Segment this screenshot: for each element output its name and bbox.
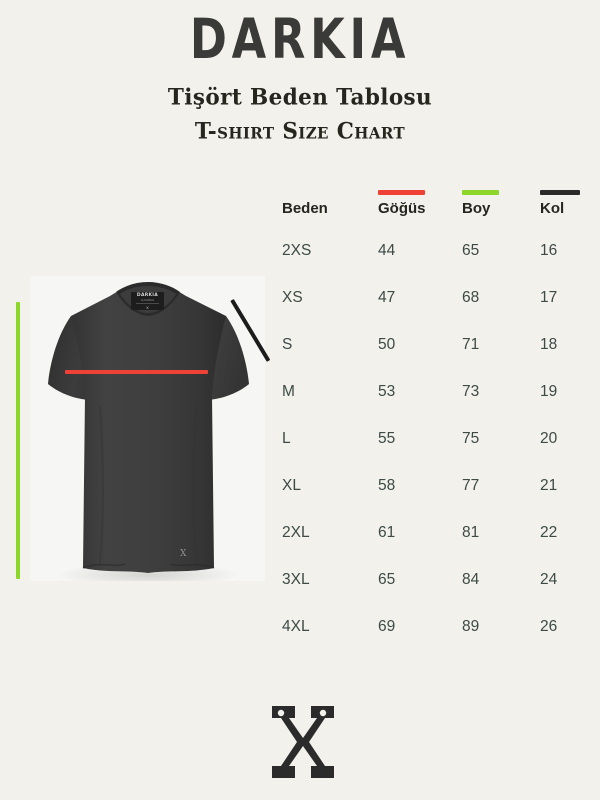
x-monogram-icon bbox=[272, 706, 334, 778]
cell-size: L bbox=[282, 430, 291, 447]
table-header-row: Beden Göğüs Boy Kol bbox=[282, 200, 582, 242]
cell-chest: 53 bbox=[378, 383, 396, 400]
cell-chest: 58 bbox=[378, 477, 396, 494]
table-row: S 50 71 18 bbox=[282, 336, 582, 383]
table-row: 2XL 61 81 22 bbox=[282, 524, 582, 571]
cell-sleeve: 19 bbox=[540, 383, 558, 400]
cell-sleeve: 18 bbox=[540, 336, 558, 353]
chest-accent-bar bbox=[378, 190, 425, 195]
column-header-size: Beden bbox=[282, 200, 328, 217]
table-row: XL 58 77 21 bbox=[282, 477, 582, 524]
cell-size: S bbox=[282, 336, 293, 353]
cell-length: 84 bbox=[462, 571, 480, 588]
header: DARKIA Tişört Beden Tablosu T-shirt Size… bbox=[0, 0, 600, 145]
size-table: Beden Göğüs Boy Kol 2XS 44 65 16 XS 47 6… bbox=[282, 190, 582, 665]
footer-logo bbox=[0, 700, 600, 783]
neck-label-brand: DARKIA bbox=[136, 293, 159, 298]
column-accent-bars bbox=[282, 190, 582, 200]
cell-sleeve: 24 bbox=[540, 571, 558, 588]
cell-length: 68 bbox=[462, 289, 480, 306]
column-header-length: Boy bbox=[462, 200, 491, 217]
cell-size: 2XS bbox=[282, 242, 312, 259]
cell-size: 3XL bbox=[282, 571, 310, 588]
cell-size: 2XL bbox=[282, 524, 310, 541]
brand-wordmark: DARKIA bbox=[189, 7, 411, 73]
cell-chest: 65 bbox=[378, 571, 396, 588]
cell-sleeve: 21 bbox=[540, 477, 558, 494]
cell-chest: 50 bbox=[378, 336, 396, 353]
column-header-chest: Göğüs bbox=[378, 200, 426, 217]
cell-sleeve: 20 bbox=[540, 430, 558, 447]
cell-length: 71 bbox=[462, 336, 480, 353]
cell-size: XL bbox=[282, 477, 301, 494]
cell-length: 75 bbox=[462, 430, 480, 447]
tshirt-illustration: DARKIA by DARKIA X X bbox=[16, 276, 271, 581]
table-row: 2XS 44 65 16 bbox=[282, 242, 582, 289]
length-guide-line bbox=[16, 302, 20, 579]
hem-logo-mark: X bbox=[180, 549, 187, 559]
cell-length: 89 bbox=[462, 618, 480, 635]
table-row: L 55 75 20 bbox=[282, 430, 582, 477]
cell-sleeve: 26 bbox=[540, 618, 558, 635]
page-title-tr: Tişört Beden Tablosu bbox=[167, 84, 433, 111]
cell-length: 65 bbox=[462, 242, 480, 259]
cell-chest: 55 bbox=[378, 430, 396, 447]
neck-label-size: X bbox=[135, 303, 160, 310]
table-row: M 53 73 19 bbox=[282, 383, 582, 430]
table-row: 4XL 69 89 26 bbox=[282, 618, 582, 665]
sleeve-accent-bar bbox=[540, 190, 580, 195]
cell-sleeve: 22 bbox=[540, 524, 558, 541]
table-row: XS 47 68 17 bbox=[282, 289, 582, 336]
cell-chest: 61 bbox=[378, 524, 396, 541]
length-accent-bar bbox=[462, 190, 499, 195]
neck-label: DARKIA by DARKIA X bbox=[131, 292, 164, 310]
cell-sleeve: 16 bbox=[540, 242, 558, 259]
cell-chest: 69 bbox=[378, 618, 396, 635]
cell-size: M bbox=[282, 383, 295, 400]
cell-sleeve: 17 bbox=[540, 289, 558, 306]
cell-chest: 44 bbox=[378, 242, 396, 259]
tshirt-shape-icon bbox=[48, 282, 249, 581]
cell-chest: 47 bbox=[378, 289, 396, 306]
cell-length: 73 bbox=[462, 383, 480, 400]
cell-length: 81 bbox=[462, 524, 480, 541]
cell-size: 4XL bbox=[282, 618, 310, 635]
neck-label-sub: by DARKIA bbox=[140, 298, 155, 302]
column-header-sleeve: Kol bbox=[540, 200, 565, 217]
page-title-en: T-shirt Size Chart bbox=[194, 118, 406, 145]
cell-length: 77 bbox=[462, 477, 480, 494]
table-row: 3XL 65 84 24 bbox=[282, 571, 582, 618]
cell-size: XS bbox=[282, 289, 303, 306]
chest-guide-line bbox=[65, 370, 208, 374]
product-photo: DARKIA by DARKIA X X bbox=[16, 276, 271, 581]
